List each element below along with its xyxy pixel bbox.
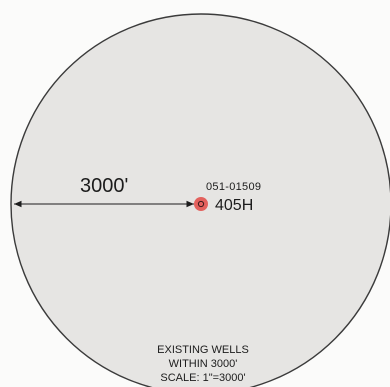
well-marker[interactable] [194,197,208,211]
map-notes: EXISTING WELLS WITHIN 3000' SCALE: 1"=30… [128,343,278,385]
notes-line-existing-wells: EXISTING WELLS [157,344,249,356]
well-api-number: 051-01509 [206,181,262,193]
notes-line-within-radius: WITHIN 3000' [168,358,238,370]
well-symbol-icon [197,200,205,208]
radius-label: 3000' [80,175,129,197]
notes-line-scale: SCALE: 1"=3000' [160,372,246,384]
well-name: 405H [215,197,254,214]
